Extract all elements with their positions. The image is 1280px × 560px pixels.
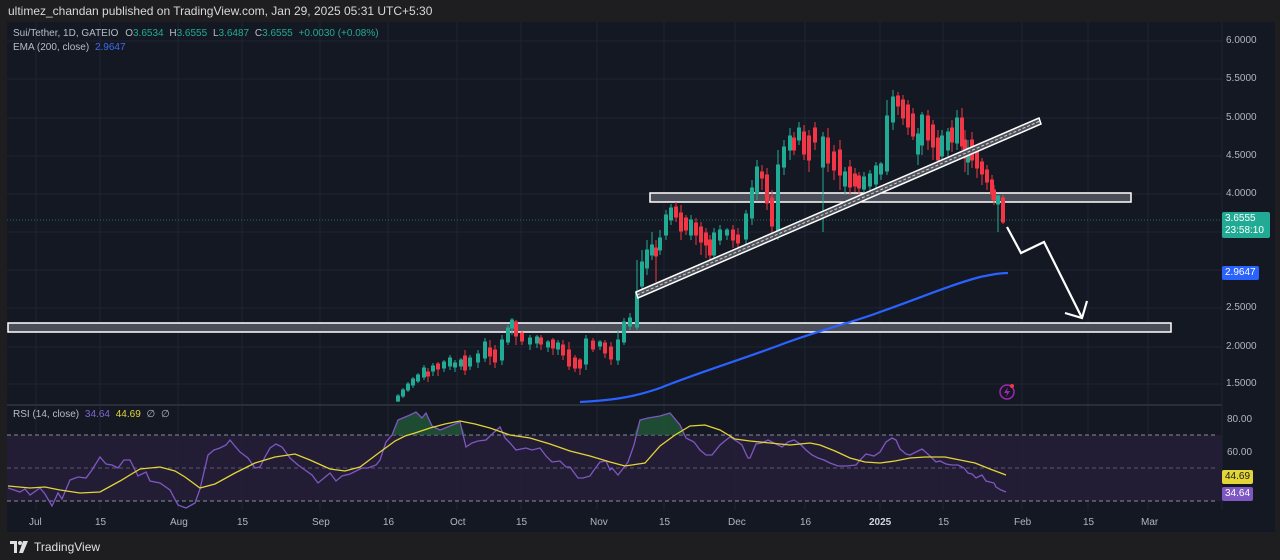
resistance-zone[interactable] (649, 192, 1132, 203)
price-tick: 4.5000 (1226, 150, 1257, 161)
price-tick: 2.0000 (1226, 341, 1257, 352)
last-price-value: 3.6555 (1225, 213, 1256, 224)
bar-countdown: 23:58:10 (1225, 225, 1264, 236)
rsi-tick: 80.00 (1227, 414, 1253, 425)
price-tick: 6.0000 (1226, 35, 1257, 46)
rsi-line (7, 411, 1007, 509)
time-tick: 15 (1083, 517, 1095, 528)
price-tick: 5.0000 (1226, 112, 1257, 123)
low-label: L (212, 28, 219, 39)
rsi-background-band (7, 435, 1222, 501)
price-tick: 4.0000 (1226, 188, 1257, 199)
ema-label: EMA (200, close) (13, 42, 90, 53)
rsi-pane[interactable] (7, 411, 1222, 509)
publisher-bar: ultimez_chandan published on TradingView… (0, 0, 1280, 22)
rsi-tick: 60.00 (1227, 447, 1253, 458)
rsi-label: RSI (14, close) (13, 409, 80, 420)
tradingview-logo-icon (10, 541, 28, 553)
time-tick: 15 (516, 517, 528, 528)
ema-value: 2.9647 (94, 42, 126, 53)
candlesticks[interactable] (396, 90, 1005, 402)
time-tick: 15 (237, 517, 249, 528)
rsi-tag: 34.64 (1222, 487, 1254, 501)
high-label: H (169, 28, 177, 39)
open-value: 3.6534 (132, 28, 164, 39)
high-value: 3.6555 (176, 28, 208, 39)
close-value: 3.6555 (262, 28, 293, 39)
time-tick: Sep (312, 517, 330, 528)
time-tick: Feb (1014, 517, 1032, 528)
rsi-overbought-fill (392, 412, 465, 435)
time-tick: Mar (1141, 517, 1159, 528)
rsi-extra-1: ∅ (146, 409, 156, 420)
rsi-ma-tag: 44.69 (1222, 470, 1254, 484)
footer (0, 532, 1280, 560)
rsi-legend[interactable]: RSI (14, close) 34.64 44.69 ∅ ∅ (13, 409, 170, 420)
close-label: C (254, 28, 263, 39)
ema200-line[interactable] (579, 271, 1009, 404)
low-value: 3.6487 (218, 28, 250, 39)
time-tick: Aug (170, 517, 188, 528)
price-tick: 1.5000 (1226, 378, 1257, 389)
time-tick: 15 (95, 517, 107, 528)
trendline-channel[interactable] (635, 116, 1042, 300)
projection-arrow[interactable] (1006, 226, 1089, 320)
time-tick: Nov (590, 517, 608, 528)
open-label: O (125, 28, 133, 39)
alert-bolt-icon[interactable] (999, 384, 1015, 400)
time-tick: Oct (450, 517, 466, 528)
time-tick: 16 (383, 517, 395, 528)
symbol-legend[interactable]: Sui/Tether, 1D, GATEIO O3.6534 H3.6555 L… (13, 28, 379, 39)
ema-legend[interactable]: EMA (200, close) 2.9647 (13, 42, 126, 53)
rsi-extra-2: ∅ (161, 409, 170, 420)
support-zone-lower[interactable] (7, 322, 1172, 333)
time-tick: 16 (800, 517, 812, 528)
rsi-value: 34.64 (84, 409, 110, 420)
ema-price-tag: 2.9647 (1222, 266, 1259, 280)
publisher-line: ultimez_chandan published on TradingView… (8, 4, 433, 18)
time-tick: Jul (29, 517, 42, 528)
price-tick: 2.5000 (1226, 302, 1257, 313)
time-tick: Dec (728, 517, 746, 528)
brand-name: TradingView (34, 540, 101, 554)
price-tick: 5.5000 (1226, 73, 1257, 84)
time-tick-year: 2025 (869, 517, 892, 528)
rsi-ma-line (7, 420, 1007, 494)
tradingview-brand[interactable]: TradingView (10, 540, 100, 554)
rsi-ma-value: 44.69 (115, 409, 141, 420)
change-value: +0.0030 (+0.08%) (298, 28, 379, 39)
symbol-name: Sui/Tether, 1D, GATEIO (13, 28, 119, 39)
time-tick: 15 (659, 517, 671, 528)
time-tick: 15 (938, 517, 950, 528)
last-price-tag: 3.6555 23:58:10 (1222, 212, 1270, 238)
